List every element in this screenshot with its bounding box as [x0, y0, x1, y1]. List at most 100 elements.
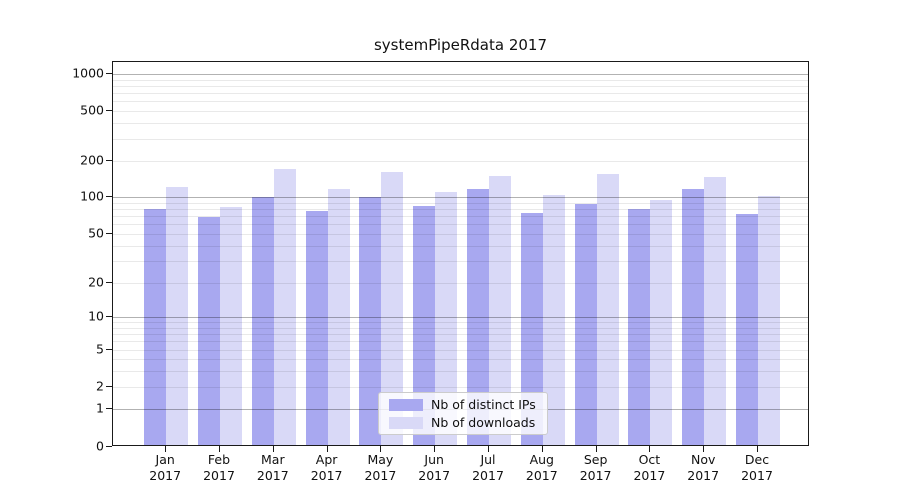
gridline-major — [113, 197, 808, 198]
y-tick-mark — [106, 408, 112, 409]
x-tick-mark — [541, 446, 543, 452]
bar-downloads-sep — [596, 173, 619, 445]
x-tick-label-sep: Sep 2017 — [579, 452, 612, 483]
bar-downloads-jul — [489, 176, 511, 445]
y-tick-mark — [106, 110, 112, 111]
gridline-minor — [113, 333, 808, 335]
x-tick-mark — [219, 446, 220, 452]
gridline-minor — [113, 161, 808, 162]
y-tick-mark — [106, 73, 112, 74]
x-tick-label-feb: Feb 2017 — [203, 452, 235, 483]
x-tick-label-dec: Dec 2017 — [741, 452, 773, 483]
gridline-minor — [113, 350, 808, 351]
gridline-minor — [113, 370, 808, 372]
x-tick-label-mar: Mar 2017 — [256, 452, 289, 483]
grid-layer — [113, 62, 808, 445]
y-tick-mark — [106, 386, 112, 387]
gridline-minor — [113, 208, 808, 210]
gridline-minor — [113, 79, 808, 81]
chart-title: systemPipeRdata 2017 — [373, 36, 547, 54]
gridline-minor — [113, 93, 808, 95]
y-tick-label: 1 — [96, 400, 104, 416]
legend-item-downloads: Nb of downloads — [389, 415, 537, 430]
x-tick-mark — [165, 446, 167, 452]
gridline-minor — [113, 111, 808, 112]
y-tick-mark — [106, 349, 112, 350]
gridline-minor — [113, 224, 808, 226]
gridline-minor — [113, 261, 808, 263]
y-tick-mark — [106, 233, 112, 234]
bar-distinct-ips-nov — [682, 189, 705, 445]
bar-distinct-ips-jul — [467, 189, 489, 445]
x-tick-label-nov: Nov 2017 — [687, 452, 720, 483]
gridline-major — [113, 74, 808, 75]
gridline-minor — [113, 327, 808, 329]
legend-label: Nb of downloads — [431, 415, 536, 430]
bar-distinct-ips-jan — [144, 208, 167, 445]
bar-downloads-may — [381, 171, 404, 445]
y-tick-label: 0 — [96, 438, 104, 454]
x-tick-mark — [703, 446, 705, 452]
gridline-minor — [113, 387, 808, 388]
x-tick-mark — [488, 446, 489, 452]
gridline-minor — [113, 202, 808, 204]
gridline-minor — [113, 101, 808, 103]
legend-item-distinct_ips: Nb of distinct IPs — [389, 397, 537, 412]
gridline-minor — [113, 216, 808, 218]
x-tick-mark — [434, 446, 436, 452]
bar-distinct-ips-oct — [628, 208, 651, 445]
y-tick-label: 2 — [96, 378, 104, 394]
legend: Nb of distinct IPs Nb of downloads — [378, 392, 548, 435]
bar-downloads-nov — [704, 177, 727, 445]
bar-downloads-aug — [542, 195, 565, 445]
bar-downloads-dec — [758, 196, 780, 445]
gridline-minor — [113, 138, 808, 140]
x-tick-mark — [757, 446, 758, 452]
bar-distinct-ips-jun — [413, 206, 436, 445]
gridline-minor — [113, 245, 808, 247]
bar-downloads-oct — [650, 200, 673, 445]
x-tick-label-jan: Jan 2017 — [149, 452, 182, 483]
x-tick-label-jun: Jun 2017 — [418, 452, 451, 483]
y-tick-mark — [106, 196, 112, 197]
gridline-minor — [113, 283, 808, 284]
bar-distinct-ips-feb — [198, 217, 220, 445]
plot-area — [112, 61, 809, 446]
legend-swatch-downloads — [389, 416, 423, 429]
y-tick-label: 50 — [88, 225, 104, 241]
bars-layer — [113, 62, 808, 445]
x-tick-mark — [380, 446, 382, 452]
y-tick-label: 5 — [96, 341, 104, 357]
bar-distinct-ips-mar — [251, 197, 274, 445]
gridline-minor — [113, 359, 808, 360]
gridline-minor — [113, 234, 808, 235]
bar-distinct-ips-may — [359, 197, 382, 445]
x-tick-mark — [326, 446, 328, 452]
x-tick-label-aug: Aug 2017 — [525, 452, 558, 483]
bar-downloads-mar — [273, 169, 296, 445]
legend-label: Nb of distinct IPs — [431, 397, 536, 412]
bar-downloads-jun — [435, 191, 458, 445]
x-tick-mark — [649, 446, 651, 452]
x-tick-label-may: May 2017 — [364, 452, 397, 483]
legend-swatch-distinct_ips — [389, 398, 423, 411]
y-tick-label: 20 — [88, 274, 104, 290]
gridline-minor — [113, 85, 808, 87]
y-tick-label: 10 — [88, 308, 104, 324]
bar-distinct-ips-dec — [736, 214, 758, 445]
bar-distinct-ips-aug — [520, 213, 543, 445]
y-tick-label: 1000 — [72, 65, 104, 81]
gridline-minor — [113, 341, 808, 343]
y-tick-mark — [106, 160, 112, 161]
y-tick-mark — [106, 282, 112, 283]
x-tick-label-jul: Jul 2017 — [472, 452, 504, 483]
x-tick-mark — [595, 446, 597, 452]
bar-downloads-apr — [327, 189, 350, 445]
x-tick-mark — [272, 446, 274, 452]
y-tick-label: 200 — [80, 152, 104, 168]
y-tick-mark — [106, 446, 112, 447]
y-tick-label: 500 — [80, 102, 104, 118]
x-tick-label-oct: Oct 2017 — [633, 452, 666, 483]
gridline-minor — [113, 123, 808, 125]
